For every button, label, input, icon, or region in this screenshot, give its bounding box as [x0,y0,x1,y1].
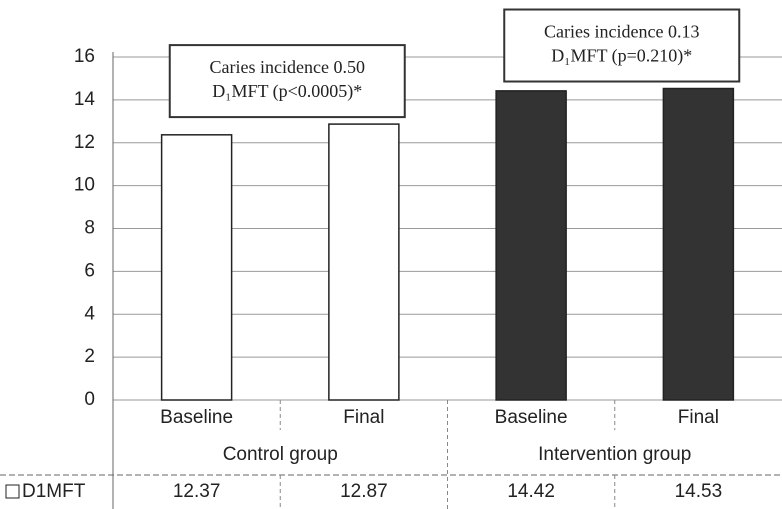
x-tick-label: Baseline [160,407,233,428]
table-value: 14.42 [507,481,555,502]
table-value: 12.37 [173,481,221,502]
y-tick-label: 16 [74,46,95,67]
x-tick-label: Baseline [495,407,568,428]
annotation-box [168,44,406,119]
y-tick-label: 6 [84,260,95,281]
annotation-text: Caries incidence 0.50 [210,57,365,77]
annotation-text: D₁MFT (p<0.0005)* [212,81,362,102]
y-tick-label: 0 [84,389,95,410]
bar [495,90,567,401]
annotation-text: D₁MFT (p=0.210)* [551,46,692,67]
y-tick-label: 12 [74,132,95,153]
legend-swatch [5,484,20,499]
y-tick-label: 2 [84,346,95,367]
bar [328,123,400,401]
bar [160,134,233,401]
y-tick-label: 4 [84,303,95,324]
table-value: 14.53 [675,481,723,502]
bar [662,87,735,401]
y-tick-label: 14 [74,89,96,110]
x-tick-label: Final [343,407,384,428]
y-tick-label: 10 [74,175,95,196]
group-label: Control group [223,444,338,465]
legend-label: D1MFT [22,481,86,502]
annotation-box [503,8,741,83]
x-tick-label: Final [678,407,719,428]
table-value: 12.87 [340,481,388,502]
group-label: Intervention group [538,444,691,465]
annotation-text: Caries incidence 0.13 [544,22,699,42]
y-tick-label: 8 [84,218,95,239]
